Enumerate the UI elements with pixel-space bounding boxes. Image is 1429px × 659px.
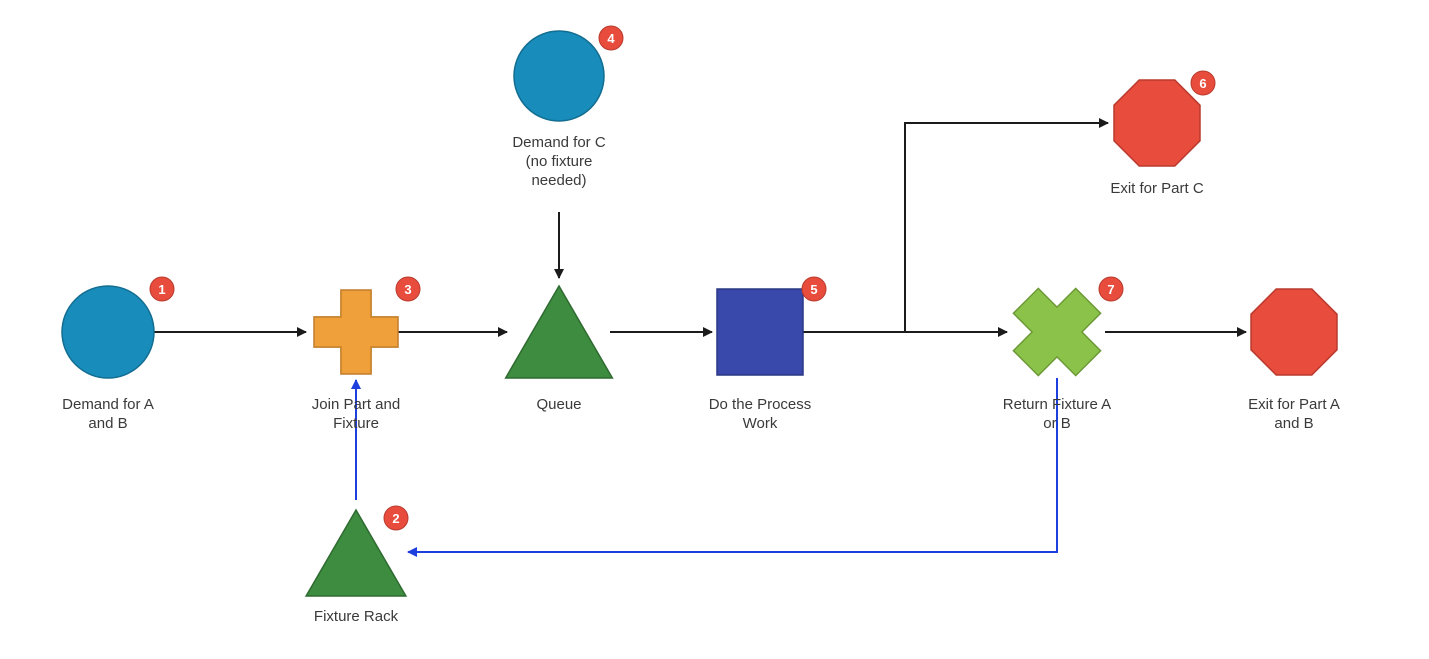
node-label: Return Fixture A (1003, 396, 1111, 413)
node-n1: Demand for A and B 1 (62, 277, 174, 432)
octagon-shape (1251, 289, 1337, 375)
step-badge-number: 2 (392, 511, 399, 526)
node-label: needed) (531, 172, 586, 189)
circle-shape (62, 286, 154, 378)
node-label: Demand for C (512, 134, 606, 151)
node-label: Work (743, 415, 778, 432)
node-n4: Demand for C (no fixture needed) 4 (512, 26, 623, 189)
node-label: and B (88, 415, 127, 432)
node-n7: Exit for Part C 6 (1110, 71, 1215, 197)
square-shape (717, 289, 803, 375)
node-label: Queue (536, 396, 581, 413)
node-n9: Exit for Part A and B (1248, 289, 1340, 432)
node-label: Do the Process (709, 396, 812, 413)
step-badge-number: 1 (158, 282, 165, 297)
triangle-shape (506, 286, 613, 378)
node-n3: Join Part and Fixture 3 (312, 277, 420, 432)
node-label: Exit for Part A (1248, 396, 1340, 413)
xcross-shape (1013, 288, 1100, 375)
step-badge-number: 6 (1199, 76, 1206, 91)
circle-shape (514, 31, 604, 121)
node-label: Join Part and (312, 396, 400, 413)
node-label: Fixture Rack (314, 608, 399, 625)
node-label: (no fixture (526, 153, 593, 170)
step-badge-number: 7 (1107, 282, 1114, 297)
node-label: and B (1274, 415, 1313, 432)
node-label: Fixture (333, 415, 379, 432)
node-label: Demand for A (62, 396, 154, 413)
node-n2: Fixture Rack 2 (306, 506, 408, 625)
step-badge-number: 4 (607, 31, 615, 46)
node-label: Exit for Part C (1110, 180, 1204, 197)
step-badge-number: 5 (810, 282, 817, 297)
octagon-shape (1114, 80, 1200, 166)
step-badge-number: 3 (404, 282, 411, 297)
node-n6: Do the Process Work 5 (709, 277, 826, 432)
node-label: or B (1043, 415, 1071, 432)
node-n5: Queue (506, 286, 613, 413)
process-flow-diagram: Demand for A and B 1 Fixture Rack 2 Join Part… (0, 0, 1429, 659)
node-n8: Return Fixture A or B 7 (1003, 277, 1123, 432)
plus-shape (314, 290, 398, 374)
